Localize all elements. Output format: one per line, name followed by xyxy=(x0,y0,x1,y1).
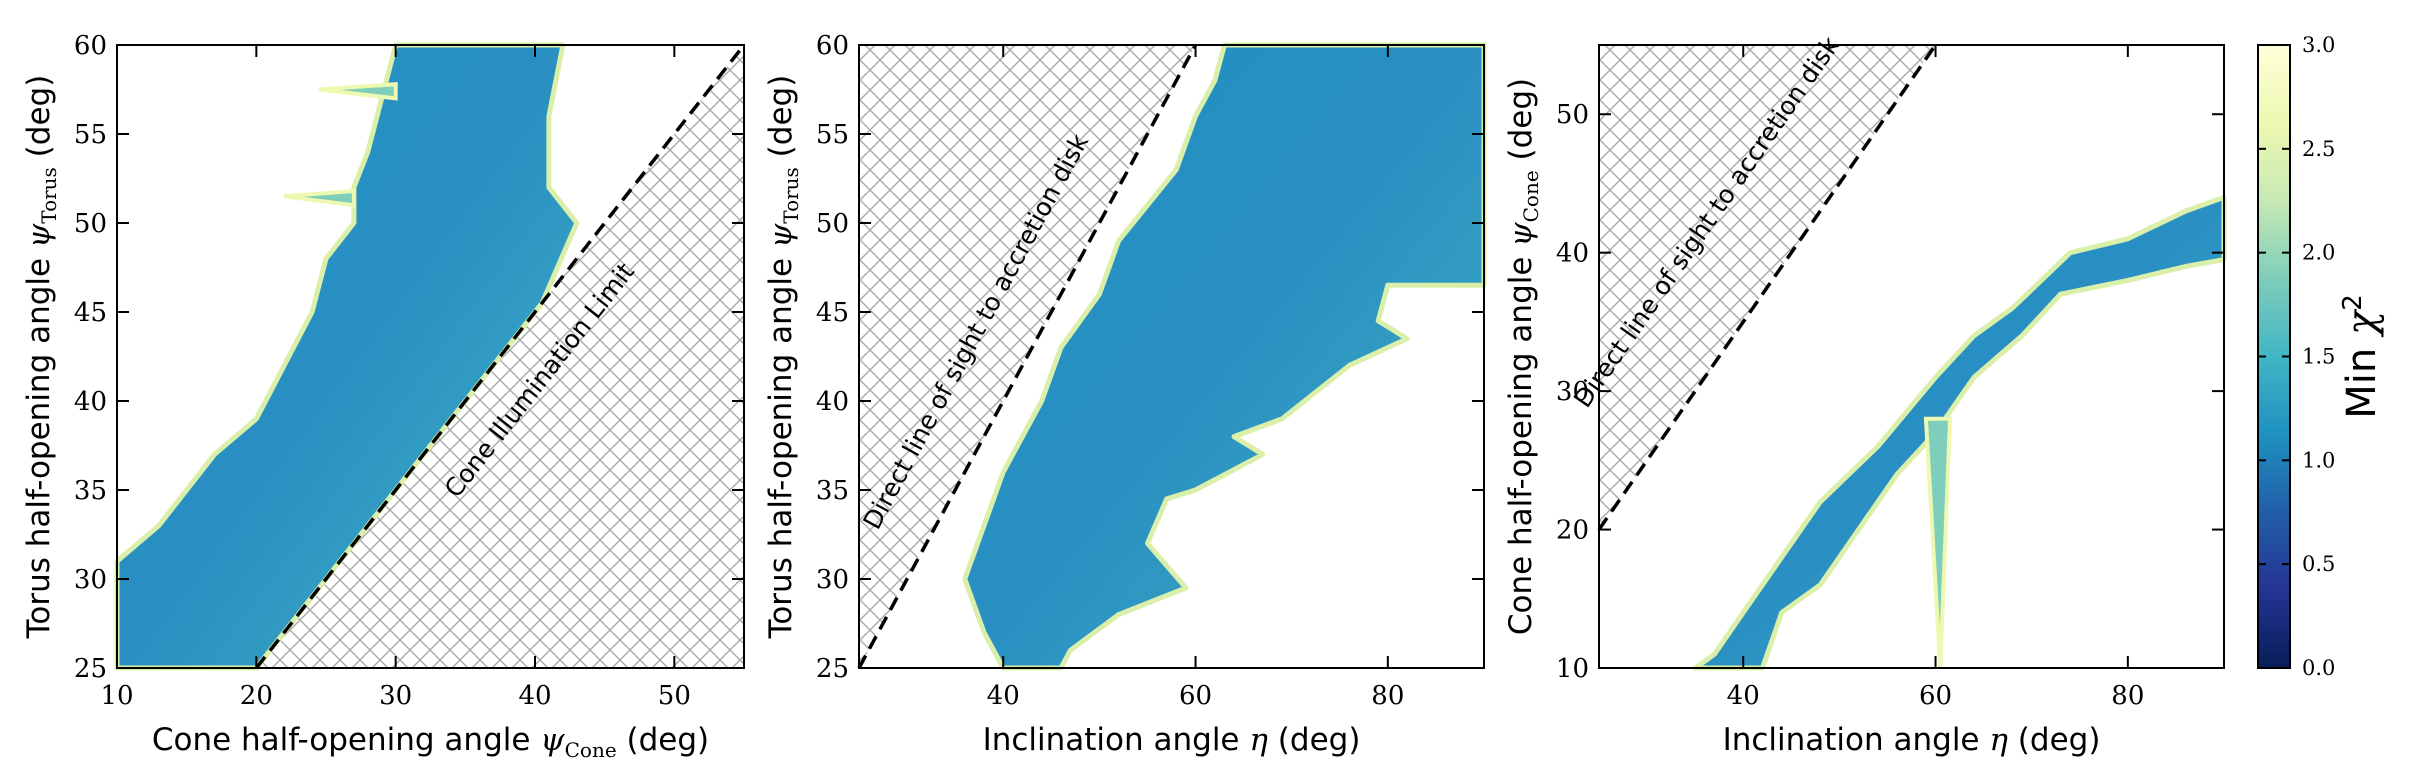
x-axis-label: Inclination angle η (deg) xyxy=(1723,722,2101,758)
y-tick-label: 60 xyxy=(816,31,849,61)
y-tick-label: 50 xyxy=(74,209,107,239)
axes-frame xyxy=(1598,44,2225,669)
axes-frame xyxy=(858,44,1485,669)
axis-ticks: 40 60 80 10 20 30 40 50 xyxy=(1556,45,2224,711)
y-tick-label: 35 xyxy=(816,476,849,506)
colorbar-tick-label: 3.0 xyxy=(2302,33,2335,57)
x-axis-label: Cone half-opening angle ψCone (deg) xyxy=(152,722,709,762)
y-tick-label: 30 xyxy=(816,565,849,595)
x-axis-label: Inclination angle η (deg) xyxy=(983,722,1361,758)
panel-cone-vs-inclination: Direct line of sight to accretion disk 4… xyxy=(1503,31,2227,758)
x-tick-label: 40 xyxy=(518,681,551,711)
min-chi2-filled-region xyxy=(114,42,580,671)
y-tick-label: 10 xyxy=(1556,654,1589,684)
chi2-spike xyxy=(318,82,398,101)
x-tick-label: 20 xyxy=(240,681,273,711)
y-axis-label: Torus half-opening angle ψTorus (deg) xyxy=(21,75,61,640)
y-tick-label: 25 xyxy=(816,654,849,684)
y-tick-label: 30 xyxy=(1556,377,1589,407)
x-tick-label: 40 xyxy=(1727,681,1760,711)
y-axis-label: Torus half-opening angle ψTorus (deg) xyxy=(763,75,803,640)
y-tick-label: 55 xyxy=(74,120,107,150)
colorbar-label: Min χ2 xyxy=(2338,294,2385,419)
chi2-spike xyxy=(283,188,356,208)
y-tick-label: 45 xyxy=(74,298,107,328)
colorbar-ticks: 0.0 0.5 1.0 1.5 2.0 2.5 3.0 xyxy=(2258,33,2335,680)
y-tick-label: 55 xyxy=(816,120,849,150)
colorbar-tick-label: 1.0 xyxy=(2302,448,2335,472)
line-of-sight-limit-line xyxy=(1597,44,1937,531)
y-tick-label: 50 xyxy=(816,209,849,239)
x-tick-label: 40 xyxy=(987,681,1020,711)
chi2-spike xyxy=(1923,416,1953,669)
line-of-sight-limit-line xyxy=(857,44,1198,669)
colorbar-tick-label: 0.0 xyxy=(2302,656,2335,680)
x-tick-label: 80 xyxy=(2111,681,2144,711)
axes-frame xyxy=(116,44,745,669)
y-tick-label: 40 xyxy=(816,387,849,417)
x-tick-label: 60 xyxy=(1919,681,1952,711)
x-tick-label: 60 xyxy=(1179,681,1212,711)
y-tick-label: 40 xyxy=(74,387,107,417)
y-tick-label: 40 xyxy=(1556,239,1589,269)
colorbar: 0.0 0.5 1.0 1.5 2.0 2.5 3.0 Min χ2 xyxy=(2257,33,2385,680)
y-tick-label: 50 xyxy=(1556,100,1589,130)
x-tick-label: 50 xyxy=(658,681,691,711)
axis-ticks: 40 60 80 25 30 35 40 45 50 55 60 xyxy=(816,31,1484,711)
colorbar-tick-label: 1.5 xyxy=(2302,345,2335,369)
panel-torus-vs-inclination: Direct line of sight to accretion disk 4… xyxy=(763,31,1487,758)
y-tick-label: 25 xyxy=(74,654,107,684)
y-tick-label: 60 xyxy=(74,31,107,61)
colorbar-tick-label: 2.0 xyxy=(2302,241,2335,265)
panel-torus-vs-cone: Cone Illumination Limit 10 20 30 40 50253035… xyxy=(21,31,746,762)
y-axis-label: Cone half-opening angle ψCone (deg) xyxy=(1503,78,1543,635)
y-tick-label: 35 xyxy=(74,476,107,506)
y-tick-label: 45 xyxy=(816,298,849,328)
chi2-spikes xyxy=(283,82,398,208)
axis-ticks: 10 20 30 40 50 25 30 35 40 45 50 55 60 xyxy=(74,31,744,711)
y-tick-label: 20 xyxy=(1556,516,1589,546)
chi2-spikes xyxy=(1923,416,1953,669)
x-tick-label: 30 xyxy=(379,681,412,711)
x-tick-label: 80 xyxy=(1371,681,1404,711)
x-tick-label: 10 xyxy=(100,681,133,711)
colorbar-tick-label: 2.5 xyxy=(2302,137,2335,161)
y-tick-label: 30 xyxy=(74,565,107,595)
colorbar-tick-label: 0.5 xyxy=(2302,552,2335,576)
